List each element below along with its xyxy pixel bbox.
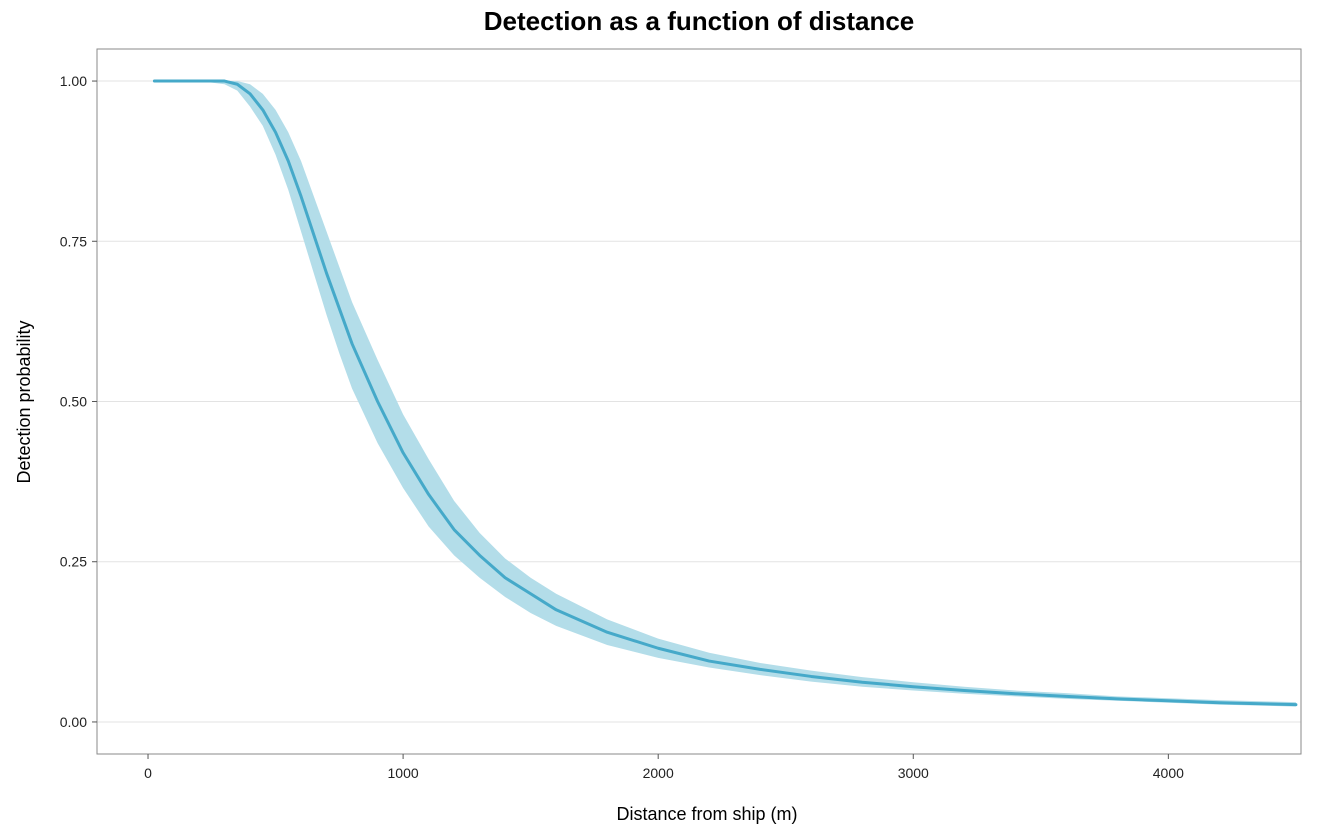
y-tick-label: 0.25 xyxy=(60,554,87,570)
x-tick-label: 1000 xyxy=(388,765,419,781)
x-tick-label: 0 xyxy=(144,765,152,781)
y-tick-label: 1.00 xyxy=(60,73,87,89)
y-axis-ticks: 0.00 0.25 0.50 0.75 1.00 xyxy=(60,73,97,730)
x-axis-title: Distance from ship (m) xyxy=(616,804,797,824)
y-tick-label: 0.75 xyxy=(60,233,87,249)
x-tick-label: 4000 xyxy=(1153,765,1184,781)
y-tick-label: 0.50 xyxy=(60,394,87,410)
confidence-band-group xyxy=(154,81,1296,707)
x-tick-label: 2000 xyxy=(643,765,674,781)
grid-lines xyxy=(97,80,1301,723)
y-axis-title: Detection probability xyxy=(14,320,34,483)
chart-title: Detection as a function of distance xyxy=(484,6,915,36)
x-tick-label: 3000 xyxy=(898,765,929,781)
detection-line xyxy=(152,79,1298,707)
confidence-band xyxy=(154,81,1296,707)
x-axis-ticks: 0 1000 2000 3000 4000 xyxy=(144,754,1184,781)
y-tick-label: 0.00 xyxy=(60,714,87,730)
detection-line-group xyxy=(152,79,1298,707)
